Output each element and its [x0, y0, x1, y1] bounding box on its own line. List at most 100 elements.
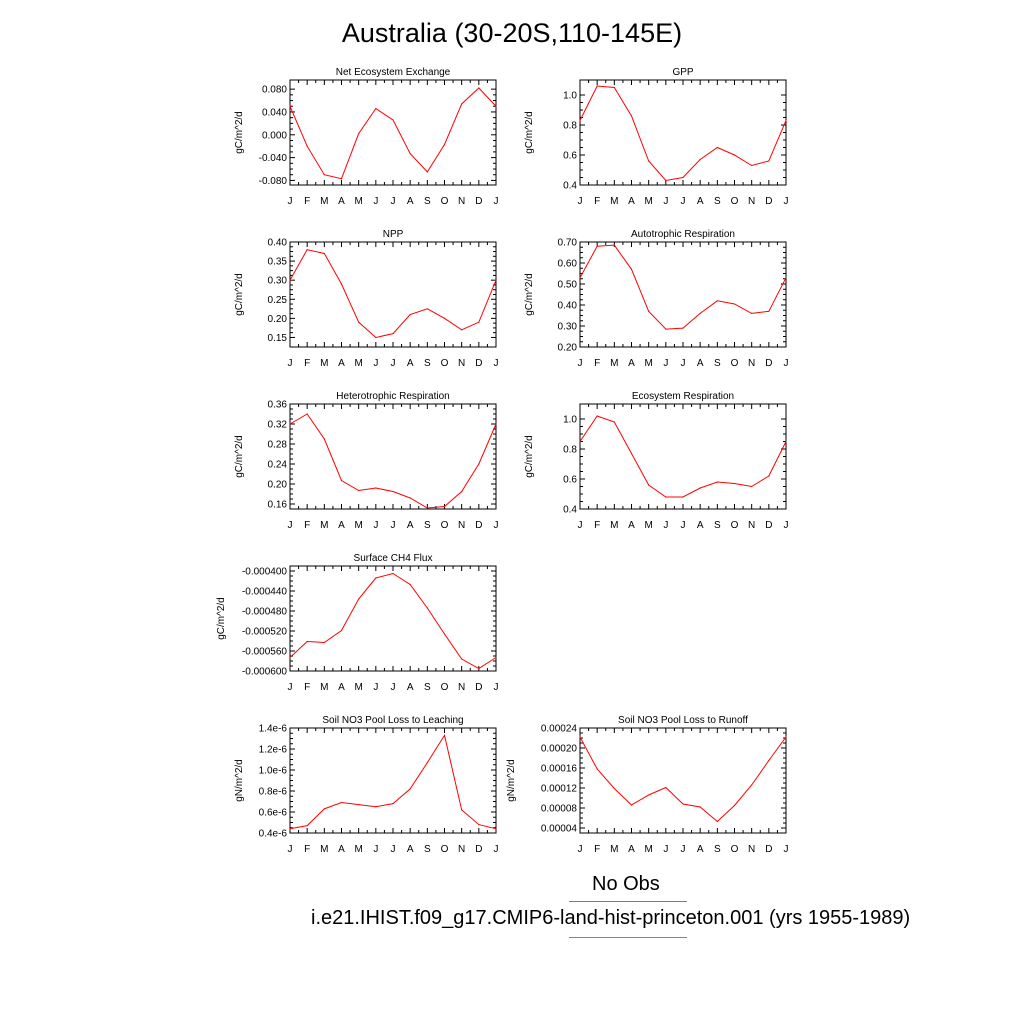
- x-tick-label: A: [628, 844, 635, 855]
- y-tick-label: 0.4: [563, 505, 577, 516]
- x-tick-label: M: [320, 844, 328, 855]
- x-tick-label: J: [784, 196, 789, 207]
- data-point: [478, 667, 480, 670]
- x-tick-label: A: [407, 520, 414, 531]
- x-tick-label: A: [407, 844, 414, 855]
- data-point: [358, 133, 360, 135]
- x-tick-label: J: [391, 844, 396, 855]
- x-tick-label: J: [391, 520, 396, 531]
- x-tick-label: J: [681, 520, 686, 531]
- data-point: [785, 119, 787, 122]
- data-point: [392, 119, 394, 121]
- data-point: [409, 153, 411, 155]
- data-point: [306, 249, 308, 251]
- data-point: [785, 736, 787, 738]
- series-line: [579, 85, 787, 182]
- data-point: [682, 803, 684, 805]
- y-tick-label: 0.4e-6: [259, 829, 288, 840]
- x-tick-label: O: [441, 196, 449, 207]
- y-tick-label: 0.35: [268, 257, 288, 268]
- y-tick-label: 0.50: [558, 280, 578, 291]
- x-tick-label: A: [697, 844, 704, 855]
- data-point: [768, 759, 770, 762]
- y-tick-label: 0.040: [262, 107, 287, 118]
- data-point: [648, 310, 650, 312]
- data-point: [596, 768, 598, 770]
- x-tick-label: J: [373, 844, 378, 855]
- y-tick-label: 1.0: [563, 91, 577, 102]
- x-tick-label: A: [697, 358, 704, 369]
- x-tick-label: N: [458, 358, 465, 369]
- data-point: [785, 277, 787, 279]
- data-point: [443, 505, 446, 508]
- data-point: [579, 277, 581, 279]
- y-tick-label: -0.000520: [242, 627, 287, 638]
- x-tick-label: J: [288, 196, 293, 207]
- data-point: [340, 629, 343, 632]
- x-tick-label: M: [320, 358, 328, 369]
- x-tick-label: S: [424, 196, 431, 207]
- x-tick-label: S: [424, 358, 431, 369]
- data-point: [392, 490, 394, 493]
- y-axis-label: gN/m^2/d: [506, 759, 517, 802]
- x-tick-label: N: [458, 844, 465, 855]
- data-point: [426, 507, 428, 509]
- x-tick-label: J: [373, 196, 378, 207]
- panel-title: Autotrophic Respiration: [631, 229, 735, 240]
- panel-title: Net Ecosystem Exchange: [336, 67, 451, 78]
- data-point: [409, 313, 411, 316]
- data-point: [289, 105, 291, 107]
- y-tick-label: 0.6: [563, 475, 577, 486]
- y-tick-label: 0.20: [558, 343, 578, 354]
- x-tick-label: S: [424, 844, 431, 855]
- data-point: [579, 119, 581, 122]
- y-tick-label: 0.40: [558, 301, 578, 312]
- data-point: [478, 87, 480, 89]
- x-tick-label: J: [373, 520, 378, 531]
- x-tick-label: N: [458, 520, 465, 531]
- data-point: [443, 317, 446, 319]
- y-tick-label: -0.000480: [242, 607, 287, 618]
- data-point: [306, 413, 308, 415]
- x-tick-label: F: [594, 520, 600, 531]
- data-point: [443, 633, 446, 635]
- data-point: [699, 487, 701, 489]
- x-tick-label: S: [714, 844, 721, 855]
- data-point: [289, 423, 291, 425]
- y-tick-label: 0.40: [268, 238, 288, 249]
- legend-line-no-obs: [569, 901, 687, 902]
- panel-title: Ecosystem Respiration: [632, 391, 734, 402]
- x-tick-label: S: [714, 196, 721, 207]
- data-point: [478, 824, 480, 826]
- x-tick-label: N: [458, 196, 465, 207]
- y-tick-label: -0.040: [259, 153, 288, 164]
- data-point: [751, 164, 753, 167]
- y-tick-label: 0.00020: [541, 744, 578, 755]
- x-tick-label: J: [578, 520, 583, 531]
- data-point: [340, 178, 343, 180]
- x-tick-label: D: [475, 520, 482, 531]
- data-point: [392, 803, 394, 805]
- data-point: [665, 328, 667, 330]
- x-tick-label: F: [304, 844, 310, 855]
- data-point: [648, 484, 650, 486]
- y-tick-label: 1.0e-6: [259, 766, 288, 777]
- data-point: [323, 252, 325, 255]
- x-tick-label: J: [784, 358, 789, 369]
- series-line: [579, 736, 787, 823]
- y-tick-label: 0.8e-6: [259, 787, 288, 798]
- data-point: [716, 146, 718, 149]
- data-point: [648, 160, 650, 162]
- x-tick-label: A: [697, 196, 704, 207]
- y-axis-label: gC/m^2/d: [234, 435, 245, 478]
- data-point: [409, 788, 411, 790]
- x-tick-label: A: [338, 196, 345, 207]
- y-tick-label: 0.000: [262, 130, 287, 141]
- y-axis-label: gC/m^2/d: [524, 111, 535, 154]
- x-tick-label: J: [663, 520, 668, 531]
- x-tick-label: D: [475, 196, 482, 207]
- data-point: [358, 321, 360, 323]
- y-tick-label: -0.000400: [242, 567, 287, 578]
